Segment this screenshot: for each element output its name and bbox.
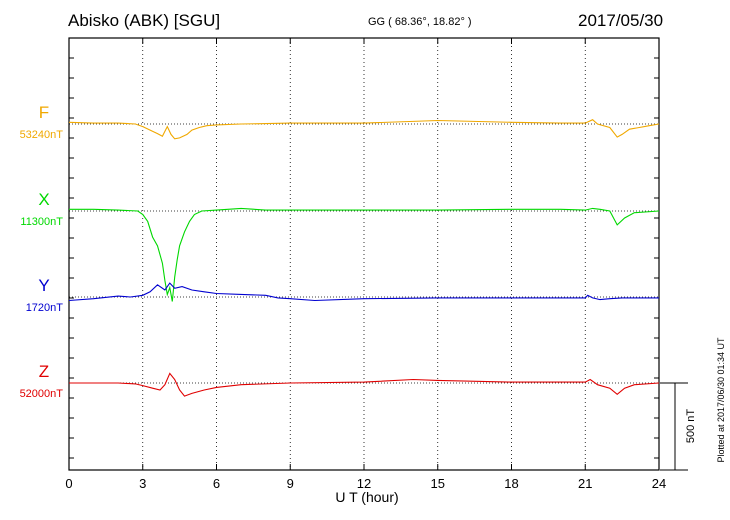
- x-tick-label: 21: [578, 476, 592, 491]
- channel-name-f: F: [39, 103, 49, 122]
- x-axis-title: U T (hour): [335, 489, 398, 505]
- x-tick-label: 12: [357, 476, 371, 491]
- x-tick-label: 24: [652, 476, 666, 491]
- trace-x: [69, 207, 660, 302]
- x-tick-label: 18: [504, 476, 518, 491]
- x-tick-label: 9: [287, 476, 294, 491]
- scale-bar-label: 500 nT: [685, 409, 697, 444]
- x-axis-ticks: 0 3 6 9 12 15 18 21 24: [65, 38, 666, 491]
- x-tick-label: 3: [139, 476, 146, 491]
- channel-baseline-f: 53240nT: [20, 129, 64, 141]
- station-title: Abisko (ABK) [SGU]: [68, 11, 221, 30]
- channel-baseline-y: 1720nT: [26, 302, 64, 314]
- trace-z: [69, 372, 660, 397]
- x-tick-label: 0: [65, 476, 72, 491]
- channel-baseline-x: 11300nT: [20, 216, 63, 228]
- channel-name-y: Y: [38, 276, 49, 295]
- scale-bar: 500 nT: [660, 382, 697, 471]
- x-tick-label: 15: [431, 476, 445, 491]
- traces: [68, 119, 660, 397]
- trace-f: [68, 119, 660, 140]
- geographic-coordinates: GG ( 68.36°, 18.82° ): [368, 16, 472, 28]
- channel-labels: F 53240nT X 11300nT Y 1720nT Z 52000nT: [20, 103, 64, 400]
- plotted-timestamp: Plotted at 2017/06/30 01:34 UT: [716, 337, 726, 463]
- trace-y: [68, 282, 659, 302]
- channel-name-x: X: [38, 190, 49, 209]
- plot-date: 2017/05/30: [578, 11, 664, 30]
- baselines: [69, 123, 659, 384]
- vertical-grid: [142, 38, 586, 470]
- channel-baseline-z: 52000nT: [20, 388, 64, 400]
- x-tick-label: 6: [213, 476, 220, 491]
- channel-name-z: Z: [39, 362, 49, 381]
